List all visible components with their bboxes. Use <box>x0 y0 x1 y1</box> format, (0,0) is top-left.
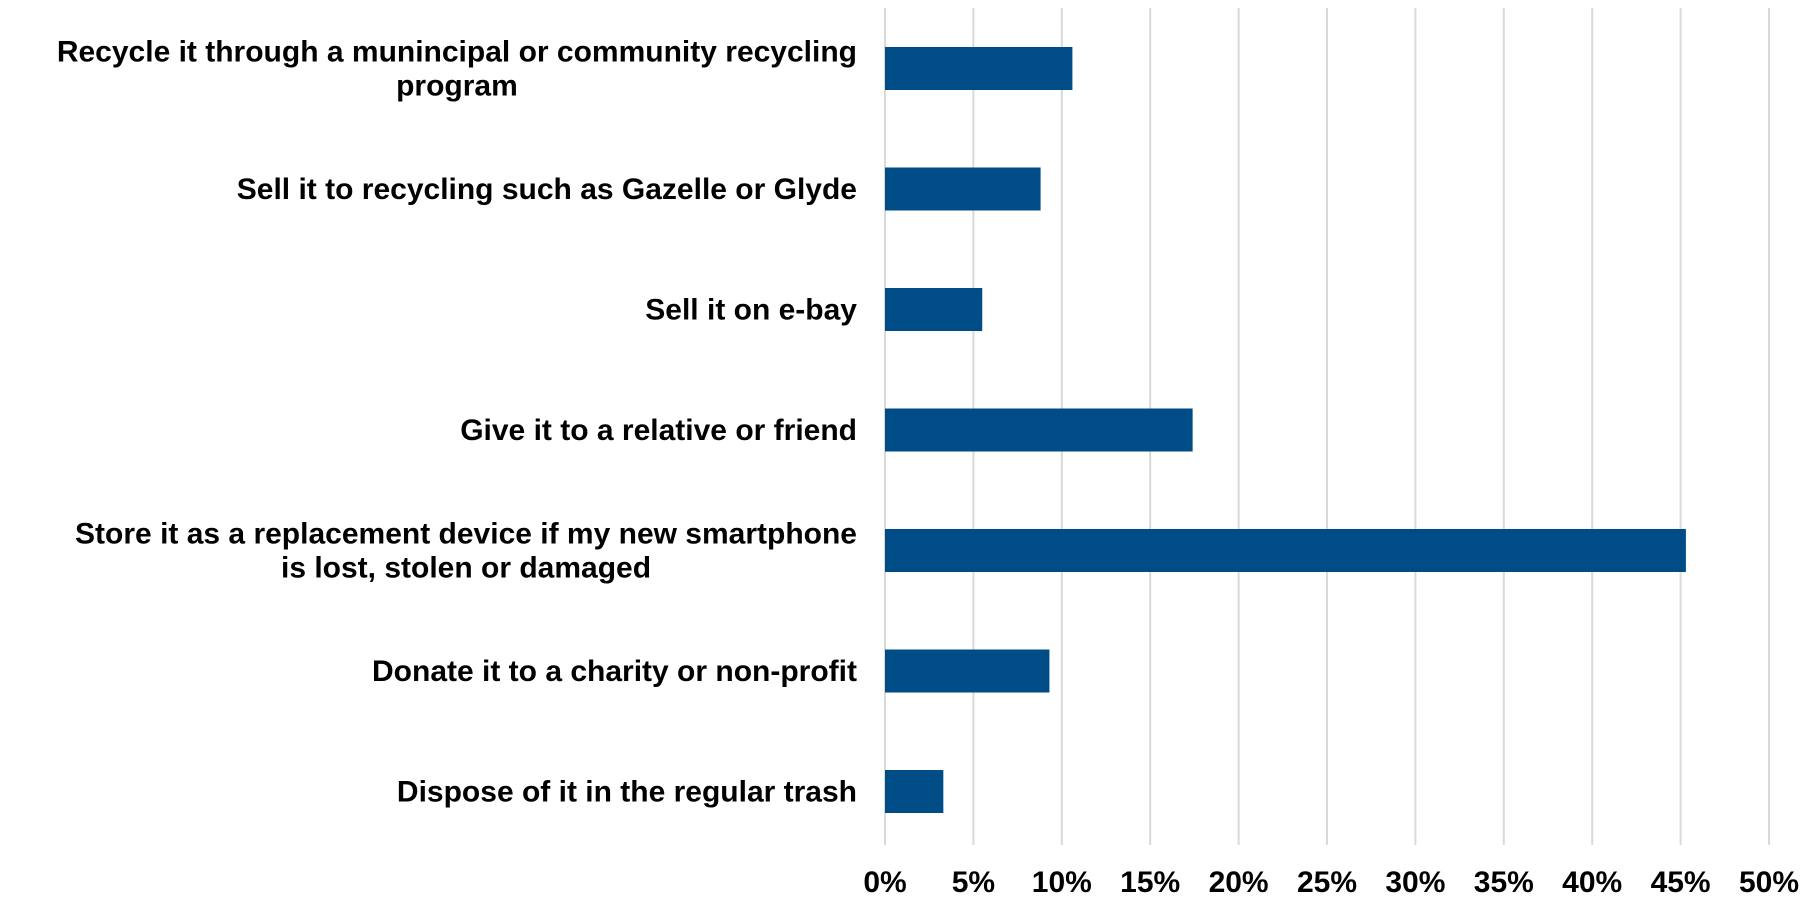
x-tick-label: 50% <box>1739 866 1799 899</box>
x-tick-labels: 0% 5% 10% 15% 20% 25% 30% 35% 40% 45% 50% <box>863 866 1799 899</box>
x-tick-label: 25% <box>1297 866 1357 899</box>
x-tick-label: 35% <box>1474 866 1534 899</box>
x-tick-label: 40% <box>1562 866 1622 899</box>
category-label: Dispose of it in the regular trash <box>397 776 857 809</box>
category-label: Give it to a relative or friend <box>460 414 857 447</box>
bars <box>885 47 1686 813</box>
x-tick-label: 0% <box>863 866 906 899</box>
bar <box>885 47 1072 90</box>
bar <box>885 529 1686 572</box>
category-label: Sell it to recycling such as Gazelle or … <box>237 173 857 206</box>
category-label: Sell it on e-bay <box>645 294 857 327</box>
x-tick-label: 10% <box>1032 866 1092 899</box>
x-tick-label: 20% <box>1209 866 1269 899</box>
bar <box>885 288 982 331</box>
x-tick-label: 15% <box>1120 866 1180 899</box>
x-tick-label: 5% <box>952 866 995 899</box>
x-tick-label: 30% <box>1385 866 1445 899</box>
bar <box>885 770 943 813</box>
x-tick-label: 45% <box>1651 866 1711 899</box>
category-label: Recycle it through a munincipal or commu… <box>57 36 857 103</box>
category-label: Donate it to a charity or non-profit <box>372 655 857 688</box>
category-label: Store it as a replacement device if my n… <box>75 518 857 585</box>
bar <box>885 168 1041 211</box>
bar <box>885 650 1049 693</box>
bar <box>885 409 1193 452</box>
category-labels: Recycle it through a munincipal or commu… <box>57 36 857 809</box>
